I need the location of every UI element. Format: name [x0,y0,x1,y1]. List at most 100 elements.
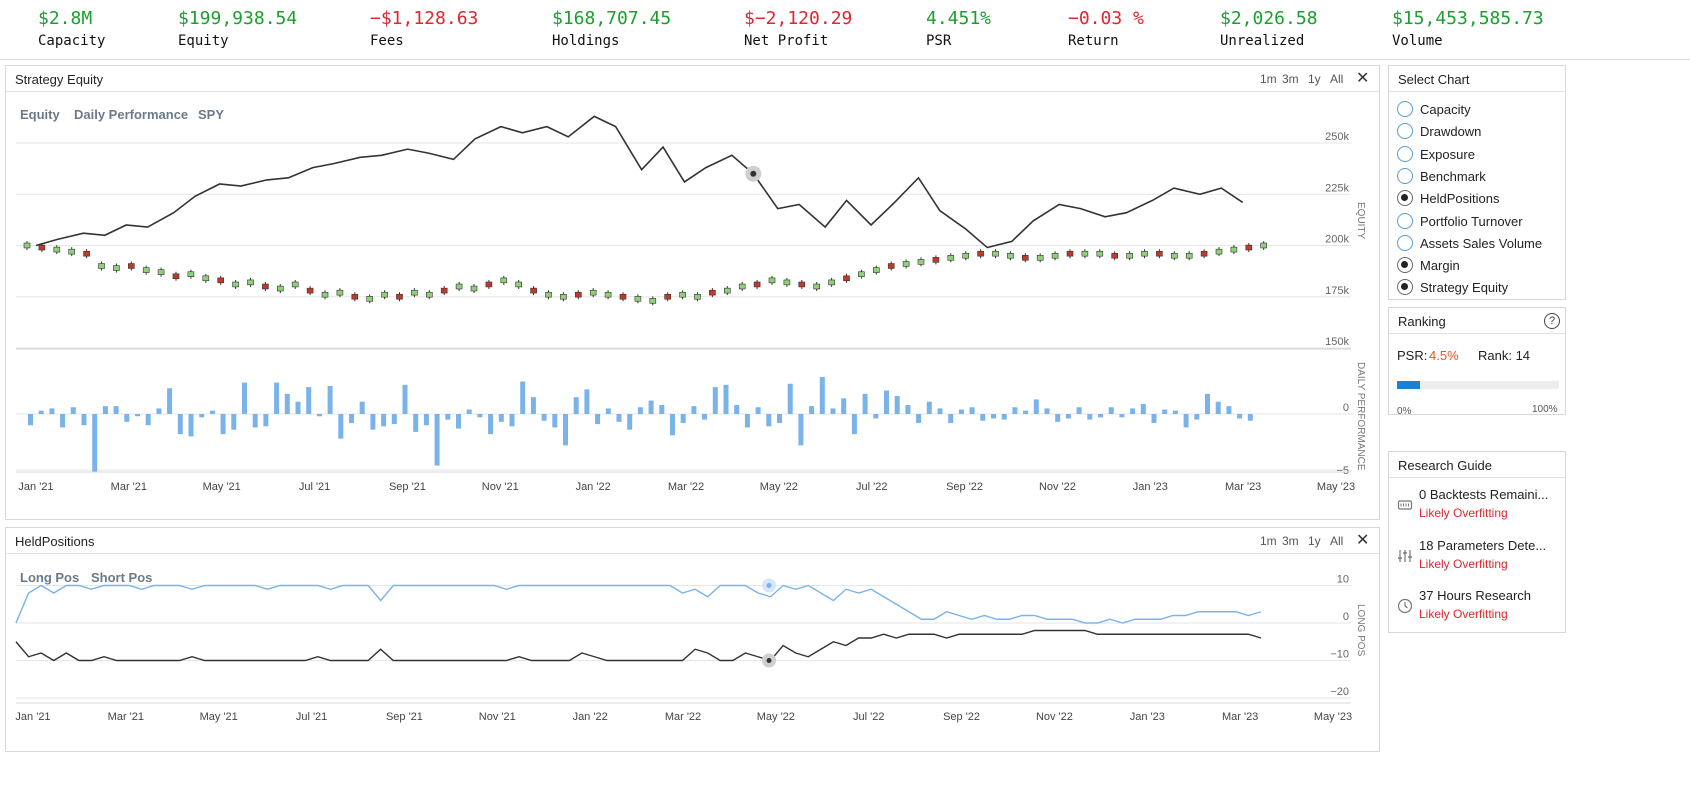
performance-bar [958,409,964,414]
radio-button[interactable] [1397,167,1413,184]
guide-item-research-hours[interactable]: 37 Hours Research Likely Overfitting [1397,588,1557,628]
research-guide-header: Research Guide [1389,452,1565,478]
radio-button[interactable] [1397,145,1413,162]
close-icon[interactable]: ✕ [1356,70,1370,87]
candle [887,263,895,269]
range-all-button[interactable]: All [1330,72,1344,86]
radio-button[interactable] [1397,279,1413,296]
radio-button[interactable] [1397,212,1413,229]
candle [1096,250,1104,257]
y-tick-label: −20 [1330,686,1349,698]
performance-bar [884,390,889,414]
x-tick-label: Jul '22 [856,481,887,493]
candle [113,265,120,271]
select-chart-header: Select Chart [1389,66,1565,92]
candle [202,275,210,282]
performance-bar [316,414,322,417]
x-tick-label: Jan '21 [15,711,50,723]
range-3m-button[interactable]: 3m [1282,534,1299,548]
x-tick-label: May '22 [757,711,795,723]
hover-point [766,658,772,663]
x-tick-label: Jan '22 [576,481,611,493]
stat-value: $15,453,585.73 [1392,8,1544,29]
performance-bar [1023,410,1029,414]
guide-item-backtests[interactable]: 0 Backtests Remaini... Likely Overfittin… [1397,487,1557,527]
candle [902,261,910,267]
performance-bar [637,407,643,414]
x-tick-label: Sep '21 [386,711,423,723]
candle [1215,248,1223,255]
y-tick-label: 0 [1343,402,1349,414]
x-tick-label: Jan '21 [18,481,53,493]
guide-item-parameters[interactable]: 18 Parameters Dete... Likely Overfitting [1397,538,1557,578]
performance-bar [1055,414,1061,422]
guide-status: Likely Overfitting [1419,506,1508,520]
performance-bar [616,414,622,422]
performance-bar [552,414,558,428]
performance-bar [563,414,568,446]
candle [232,281,239,288]
range-3m-button[interactable]: 3m [1282,72,1299,86]
candle [128,263,135,269]
performance-bar [1012,407,1018,414]
research-guide-panel: Research Guide 0 Backtests Remaini... Li… [1388,451,1566,633]
hover-point [750,170,757,177]
candle [977,250,984,257]
candle [366,296,374,302]
equity-line [35,115,1244,249]
performance-bar [306,387,312,414]
performance-bar [477,414,483,418]
range-all-button[interactable]: All [1330,534,1344,548]
performance-bar [177,414,183,435]
legend-item: Daily Performance [74,107,188,122]
help-icon[interactable]: ? [1544,313,1560,329]
performance-bar [349,414,354,423]
candle [589,289,597,296]
radio-label: HeldPositions [1420,191,1500,207]
candle [1036,255,1044,261]
performance-bar [1076,407,1082,414]
radio-button[interactable] [1397,234,1413,251]
radio-label: Exposure [1420,146,1475,162]
performance-bar [670,414,675,436]
stat-net-profit: $−2,120.29 Net Profit [744,8,852,50]
range-1y-button[interactable]: 1y [1308,72,1321,86]
y-tick-label: 225k [1325,182,1349,194]
range-1m-button[interactable]: 1m [1260,534,1277,548]
performance-bar [1001,414,1007,420]
stat-label: Net Profit [744,33,829,49]
radio-button[interactable] [1397,123,1413,140]
candle [98,263,105,269]
performance-bar [1237,414,1243,419]
range-1m-button[interactable]: 1m [1260,72,1277,86]
performance-bar [402,384,408,414]
stat-value: $2,026.58 [1220,8,1318,29]
stat-unrealized: $2,026.58 Unrealized [1220,8,1318,50]
candle [768,277,776,284]
performance-bar [691,406,697,414]
range-1y-button[interactable]: 1y [1308,534,1321,548]
candle [1081,250,1089,257]
close-icon[interactable]: ✕ [1356,532,1370,549]
x-tick-label: Mar '22 [668,481,704,493]
performance-bar [188,414,194,437]
radio-button[interactable] [1397,257,1413,274]
x-tick-label: Mar '22 [665,711,701,723]
candle [664,293,672,300]
stat-psr: 4.451% PSR [926,8,991,50]
performance-bar [680,414,686,423]
performance-bar [423,414,429,426]
performance-bar [1162,409,1168,414]
radio-button[interactable] [1397,101,1413,117]
candle [321,291,329,298]
radio-button[interactable] [1397,190,1413,207]
candle [1007,252,1014,259]
strategy-equity-chart: Equity Daily Performance SPY 250k 225k 200k 17… [16,107,1366,493]
y-axis-label: LONG POS [1355,604,1366,657]
guide-label: 37 Hours Research [1419,588,1531,603]
performance-bar [38,410,44,414]
backtest-icon [1397,500,1413,510]
stat-value: −$1,128.63 [370,8,479,29]
x-tick-label: Jan '22 [573,711,608,723]
performance-bar [92,414,98,473]
